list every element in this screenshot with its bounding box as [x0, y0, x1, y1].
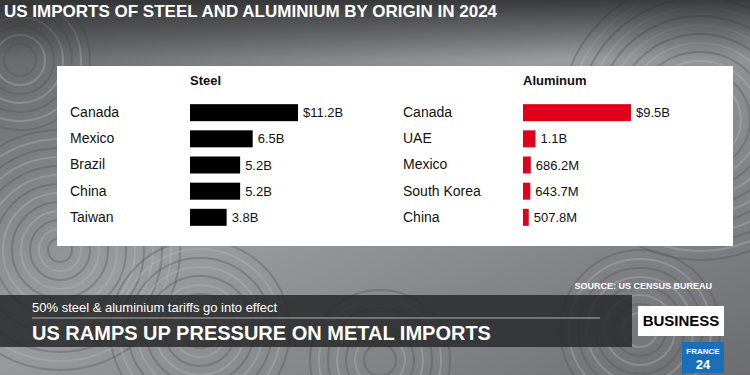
- section-box: [638, 306, 724, 336]
- source: SOURCE: US CENSUS BUREAU: [574, 281, 712, 291]
- bar: [190, 209, 227, 226]
- background-coils: [0, 0, 750, 375]
- data-labels: $9.5B 1.1B 686.2M 643.7M 507.8M: [534, 105, 670, 225]
- logo-text: FRANCE: [686, 347, 720, 356]
- panel: [57, 66, 733, 246]
- y-tick: Mexico: [403, 156, 448, 172]
- data-label: 5.2B: [245, 184, 272, 199]
- y-tick: UAE: [403, 130, 432, 146]
- background: [0, 0, 750, 375]
- bar: [190, 156, 240, 173]
- logo-text: 24: [696, 357, 711, 372]
- data-label: 3.8B: [232, 210, 259, 225]
- y-tick-label: South Korea: [403, 183, 481, 199]
- y-tick: South Korea: [403, 183, 481, 199]
- y-tick-label: Brazil: [70, 156, 105, 172]
- bar: [523, 130, 536, 147]
- chart-title: Steel: [190, 73, 221, 88]
- data-label: $11.2B: [303, 105, 343, 120]
- y-tick-label: Mexico: [403, 156, 448, 172]
- bar: [190, 183, 240, 200]
- y-tick: Mexico: [70, 130, 115, 146]
- data-label: 5.2B: [245, 158, 272, 173]
- data-label: 686.2M: [536, 158, 579, 173]
- y-tick: Taiwan: [70, 209, 114, 225]
- bars: [523, 104, 631, 226]
- bar: [523, 183, 530, 200]
- data-label: 507.8M: [534, 210, 577, 225]
- bars: [190, 104, 298, 226]
- bar: [523, 209, 529, 226]
- y-tick: Brazil: [70, 156, 105, 172]
- bar: [523, 104, 631, 121]
- y-tick-label: UAE: [403, 130, 432, 146]
- bar-chart: Steel Canada Mexico Brazil China Taiwan $11.2B…: [70, 73, 343, 226]
- data-label: 643.7M: [535, 184, 578, 199]
- data-label: 1.1B: [541, 131, 568, 146]
- logo-box: [682, 342, 724, 373]
- y-axis: Canada Mexico Brazil China Taiwan: [70, 104, 119, 225]
- chart-page: US IMPORTS OF STEEL AND ALUMINIUM BY ORI…: [0, 0, 750, 375]
- banner-headline: US RAMPS UP PRESSURE ON METAL IMPORTS: [32, 322, 491, 344]
- y-tick-label: China: [70, 183, 107, 199]
- coil-ring: [364, 344, 396, 375]
- y-tick-label: China: [403, 209, 440, 225]
- banner-subtitle: 50% steel & aluminium tariffs go into ef…: [32, 300, 278, 315]
- banner: [0, 295, 632, 347]
- y-tick-label: Taiwan: [70, 209, 114, 225]
- bar: [190, 130, 253, 147]
- y-tick: China: [403, 209, 440, 225]
- y-tick-label: Mexico: [70, 130, 115, 146]
- title: US IMPORTS OF STEEL AND ALUMINIUM BY ORI…: [4, 2, 498, 21]
- banner-rule: [32, 318, 600, 319]
- top-shade: [0, 0, 750, 60]
- data-label: 6.5B: [258, 131, 285, 146]
- data-label: $9.5B: [636, 105, 670, 120]
- y-tick: China: [70, 183, 107, 199]
- section-label: BUSINESS: [643, 312, 720, 329]
- bar: [523, 156, 531, 173]
- y-tick: Canada: [70, 104, 119, 120]
- y-axis: Canada UAE Mexico South Korea China: [403, 104, 481, 225]
- y-tick-label: Canada: [70, 104, 119, 120]
- y-tick-label: Canada: [403, 104, 452, 120]
- y-tick: Canada: [403, 104, 452, 120]
- chart-title: Aluminum: [523, 73, 587, 88]
- bar: [190, 104, 298, 121]
- bar-chart: Aluminum Canada UAE Mexico South Korea China $…: [403, 73, 670, 226]
- data-labels: $11.2B 6.5B 5.2B 5.2B 3.8B: [232, 105, 344, 225]
